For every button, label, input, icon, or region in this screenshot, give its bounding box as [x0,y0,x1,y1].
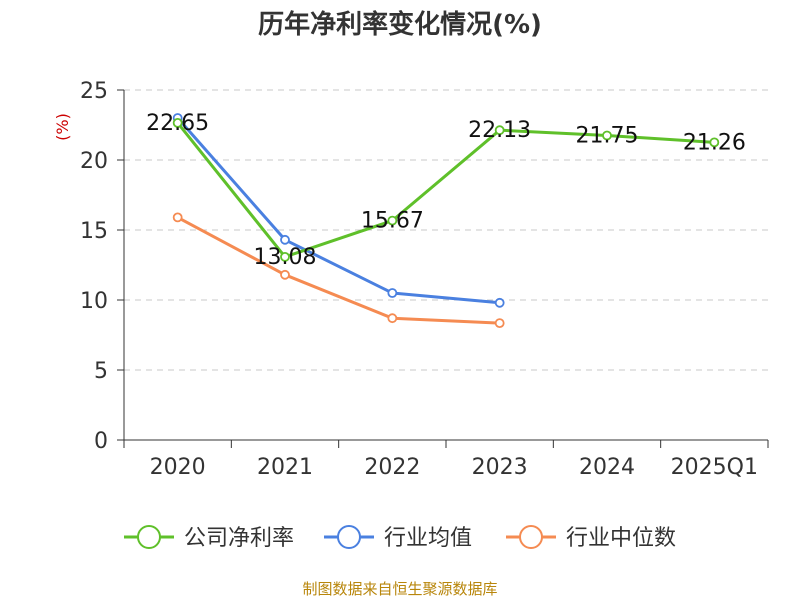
legend-item-1[interactable]: 行业均值 [324,525,472,551]
point-0-2023 [494,125,505,136]
data-label-2021: 13.08 [254,245,317,270]
data-label-2024: 21.75 [576,124,639,149]
point-0-2022 [387,215,398,226]
legend-label-1: 行业均值 [384,526,472,551]
data-label-2025Q1: 21.26 [683,130,746,155]
legend-item-2[interactable]: 行业中位数 [506,525,676,551]
legend-marker-1 [337,525,361,549]
point-0-2020 [172,118,183,128]
point-0-2021 [280,251,290,262]
point-2-2020 [172,212,183,223]
point-2-2022 [387,313,398,324]
point-2-2021 [280,269,290,280]
point-1-2021 [280,234,290,245]
legend-label-0: 公司净利率 [184,526,294,551]
x-tick-label-2020: 2020 [150,455,206,480]
point-2-2023 [494,318,505,329]
point-1-2022 [387,288,398,298]
point-1-2023 [494,297,505,308]
legend-marker-2 [519,525,543,549]
data-label-2022: 15.67 [361,209,424,234]
legend-marker-0 [137,525,161,549]
y-tick-label-20: 20 [80,149,108,174]
x-tick-label-2022: 2022 [364,455,420,480]
data-label-2023: 22.13 [468,118,531,143]
y-tick-label-10: 10 [80,289,108,314]
point-0-2025Q1 [709,137,720,148]
y-tick-label-5: 5 [94,359,108,384]
point-0-2024 [602,130,612,141]
data-labels: 22.65 13.08 15.67 22.13 21.75 21.26 [146,111,746,270]
legend[interactable]: 公司净利率 行业均值 行业中位数 [124,525,676,551]
chart-title: 历年净利率变化情况(%) [258,9,542,40]
x-tick-label-2024: 2024 [579,455,635,480]
y-tick-label-15: 15 [80,219,108,244]
x-tick-label-2025Q1: 2025Q1 [671,455,758,480]
grid-lines [124,89,768,371]
source-note: 制图数据来自恒生聚源数据库 [302,580,497,598]
x-tick-label-2021: 2021 [257,455,313,480]
legend-item-0[interactable]: 公司净利率 [124,525,294,551]
axes: 0 5 10 15 20 25 2020 2021 2022 2023 2024 2025Q1 [80,79,769,480]
series-line-1 [176,117,500,305]
y-tick-label-0: 0 [94,429,108,454]
series-line-0 [176,121,715,259]
y-tick-label-25: 25 [80,79,108,104]
data-label-2020: 22.65 [146,111,209,136]
y-axis-unit: (%) [53,113,72,141]
series-line-2 [176,216,500,325]
x-tick-label-2023: 2023 [472,455,528,480]
series-layer [172,113,720,329]
legend-label-2: 行业中位数 [566,526,676,551]
